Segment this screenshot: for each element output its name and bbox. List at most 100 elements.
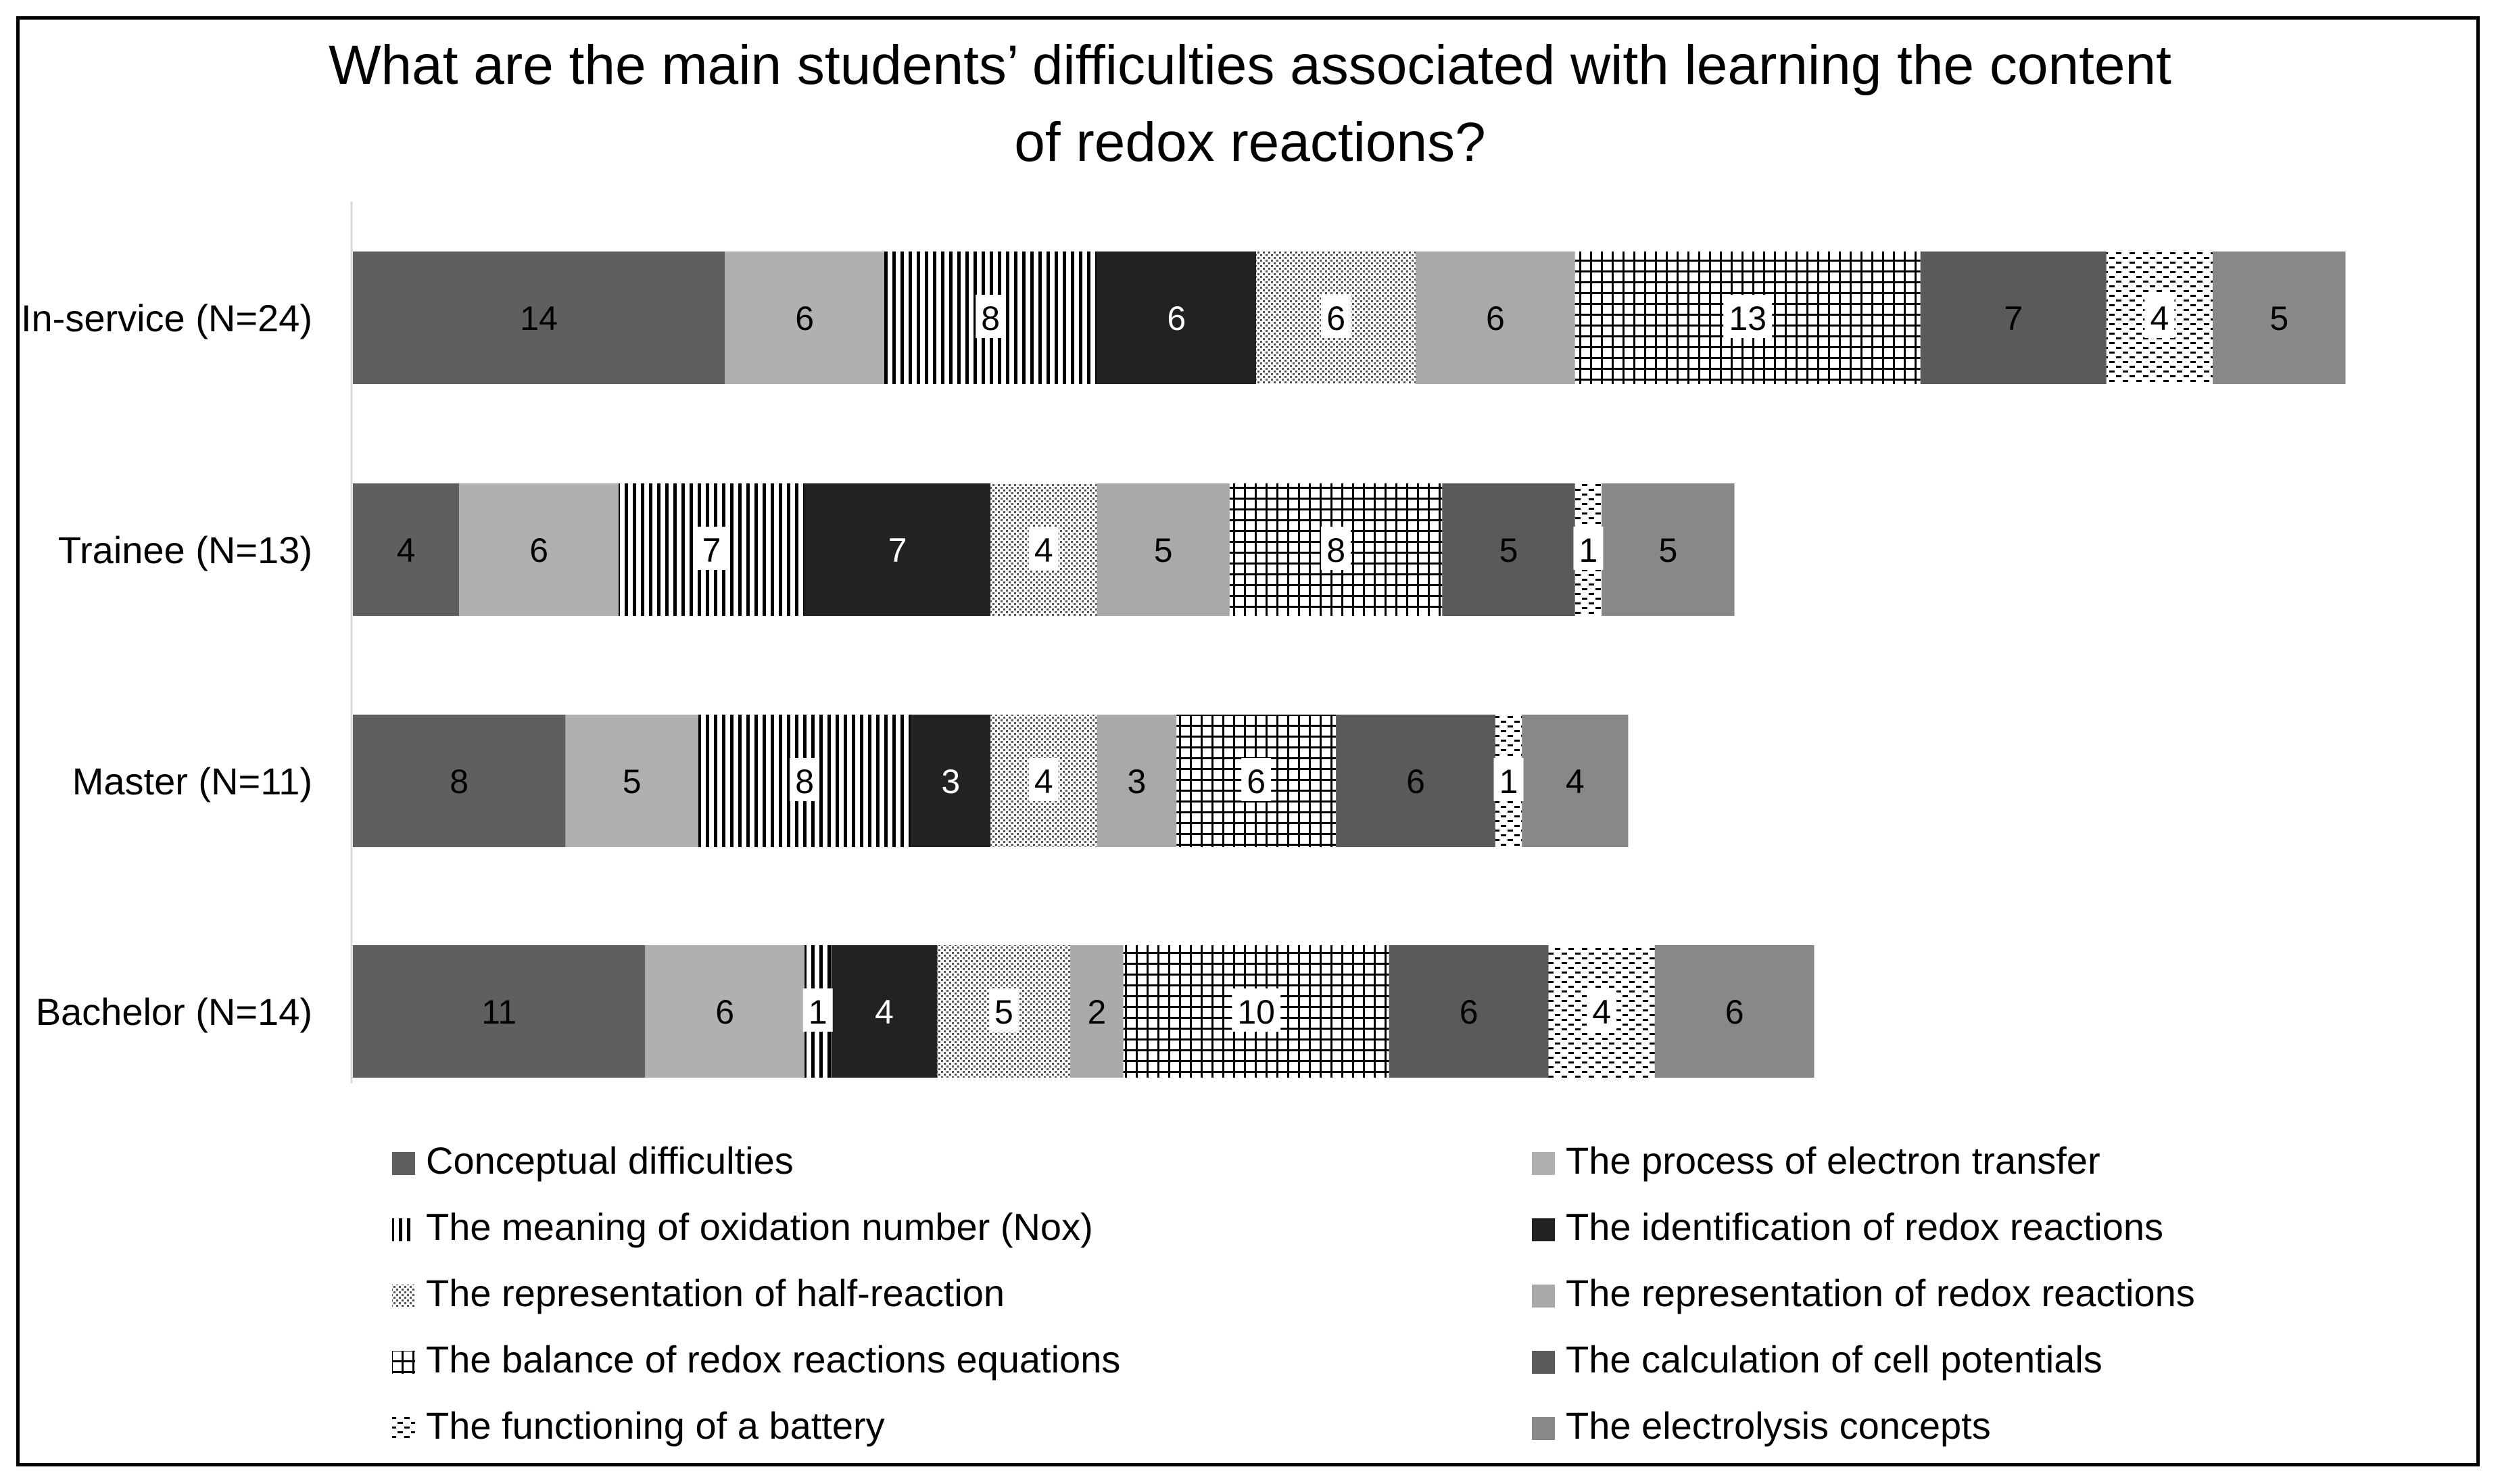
bar-segment bbox=[353, 483, 460, 616]
data-label: 4 bbox=[875, 993, 894, 1031]
bar-segment bbox=[1416, 252, 1575, 384]
data-label: 8 bbox=[981, 300, 1000, 337]
legend-swatch bbox=[392, 1417, 415, 1440]
data-label: 6 bbox=[1486, 300, 1505, 337]
legend-swatch bbox=[1532, 1218, 1555, 1241]
data-label: 6 bbox=[1725, 993, 1744, 1031]
data-label-background bbox=[802, 988, 833, 1032]
data-label-background bbox=[1321, 527, 1351, 570]
legend-swatch bbox=[392, 1285, 415, 1308]
legend-label: The electrolysis concepts bbox=[1566, 1404, 1991, 1447]
data-label: 4 bbox=[1592, 993, 1611, 1031]
legend-label: The representation of half-reaction bbox=[426, 1272, 1005, 1314]
data-label: 13 bbox=[1729, 300, 1766, 337]
legend-swatch bbox=[1532, 1285, 1555, 1308]
data-label: 1 bbox=[1579, 531, 1598, 569]
bar-segment bbox=[1389, 945, 1549, 1078]
data-label: 11 bbox=[481, 993, 516, 1031]
data-label: 1 bbox=[809, 993, 827, 1031]
data-label-background bbox=[1028, 758, 1059, 801]
data-label-background bbox=[988, 988, 1019, 1032]
chart-title: What are the main students’ difficulties… bbox=[0, 27, 2500, 181]
data-label: 6 bbox=[1247, 763, 1266, 800]
legend-swatch bbox=[392, 1351, 415, 1374]
data-label-background bbox=[1028, 527, 1059, 570]
bar-segment bbox=[1097, 715, 1177, 847]
bar-segment bbox=[1602, 483, 1735, 616]
category-label: Trainee (N=13) bbox=[58, 529, 312, 571]
bar-segment bbox=[831, 945, 938, 1078]
legend-swatch bbox=[392, 1152, 415, 1175]
data-label: 7 bbox=[2004, 300, 2023, 337]
data-label: 7 bbox=[888, 531, 907, 569]
data-label: 8 bbox=[795, 763, 814, 800]
legend-label: The calculation of cell potentials bbox=[1566, 1338, 2102, 1381]
data-label: 3 bbox=[1127, 763, 1146, 800]
data-label: 8 bbox=[450, 763, 468, 800]
data-label: 6 bbox=[529, 531, 548, 569]
category-label: Bachelor (N=14) bbox=[36, 990, 312, 1033]
category-label: Master (N=11) bbox=[72, 760, 312, 803]
bar-segment bbox=[1442, 483, 1575, 616]
bar-segment bbox=[353, 252, 725, 384]
data-label: 4 bbox=[1566, 763, 1585, 800]
data-label-background bbox=[696, 527, 727, 570]
legend-swatch bbox=[392, 1218, 415, 1241]
data-label: 4 bbox=[2150, 300, 2169, 337]
legend-label: The meaning of oxidation number (Nox) bbox=[426, 1205, 1093, 1248]
data-label: 2 bbox=[1087, 993, 1106, 1031]
chart-title-line-1: What are the main students’ difficulties… bbox=[329, 34, 2171, 96]
bar-segment bbox=[1097, 252, 1257, 384]
data-label-background bbox=[1232, 988, 1281, 1032]
data-label: 1 bbox=[1499, 763, 1518, 800]
data-label-background bbox=[976, 295, 1006, 338]
bar-segment bbox=[1654, 945, 1814, 1078]
data-label: 6 bbox=[1326, 300, 1345, 337]
data-label-background bbox=[1241, 758, 1272, 801]
data-label-background bbox=[1573, 527, 1604, 570]
data-label: 5 bbox=[2269, 300, 2288, 337]
data-label: 4 bbox=[1034, 531, 1053, 569]
data-label: 8 bbox=[1326, 531, 1345, 569]
legend-swatch bbox=[1532, 1417, 1555, 1440]
legend-swatch bbox=[1532, 1351, 1555, 1374]
category-label: In-service (N=24) bbox=[21, 297, 312, 339]
data-label: 7 bbox=[702, 531, 721, 569]
legend-label: The balance of redox reactions equations bbox=[426, 1338, 1121, 1381]
data-label: 6 bbox=[795, 300, 814, 337]
data-label: 10 bbox=[1237, 993, 1275, 1031]
legend-label: The functioning of a battery bbox=[426, 1404, 885, 1447]
data-label: 3 bbox=[941, 763, 960, 800]
legend-swatch bbox=[1532, 1152, 1555, 1175]
data-label-background bbox=[1587, 988, 1617, 1032]
data-label: 5 bbox=[623, 763, 642, 800]
bar-segment bbox=[353, 715, 566, 847]
data-label: 5 bbox=[1499, 531, 1518, 569]
legend-label: The identification of redox reactions bbox=[1566, 1205, 2164, 1248]
legend-label: The process of electron transfer bbox=[1566, 1139, 2100, 1182]
chart-title-line-2: of redox reactions? bbox=[1014, 112, 1486, 173]
data-label-background bbox=[1723, 295, 1773, 338]
data-label: 5 bbox=[1154, 531, 1173, 569]
bar-segment bbox=[1522, 715, 1629, 847]
bar-segment bbox=[2213, 252, 2346, 384]
bar-segment bbox=[911, 715, 991, 847]
data-label-background bbox=[2144, 295, 2175, 338]
bar-segment bbox=[1920, 252, 2107, 384]
bar-segment bbox=[565, 715, 698, 847]
data-label-background bbox=[790, 758, 820, 801]
bar-segment bbox=[1070, 945, 1124, 1078]
bar-segment bbox=[725, 252, 884, 384]
data-label-background bbox=[1493, 758, 1524, 801]
data-label: 6 bbox=[1460, 993, 1479, 1031]
bar-segment bbox=[353, 945, 646, 1078]
data-label: 6 bbox=[1406, 763, 1425, 800]
data-label: 4 bbox=[397, 531, 416, 569]
legend-label: The representation of redox reactions bbox=[1566, 1272, 2195, 1314]
data-label: 6 bbox=[1167, 300, 1186, 337]
data-label: 5 bbox=[994, 993, 1013, 1031]
bar-segment bbox=[459, 483, 619, 616]
data-label-background bbox=[1321, 295, 1351, 338]
data-label: 5 bbox=[1658, 531, 1677, 569]
